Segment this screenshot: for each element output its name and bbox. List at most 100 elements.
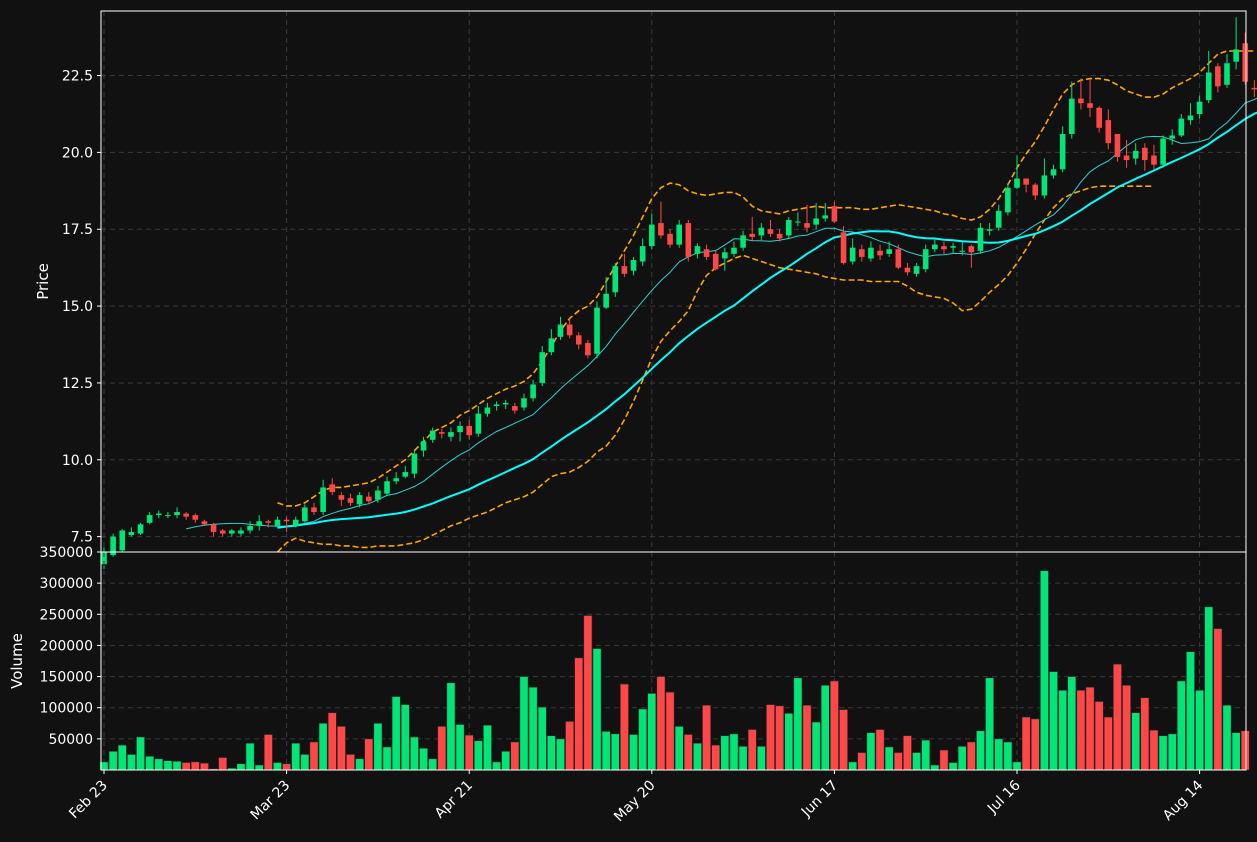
candles [101,17,1257,569]
volume-bar [163,760,173,771]
price-tick-label: 20.0 [62,145,93,161]
volume-bar [245,742,255,771]
candle-body [128,532,135,536]
candle-body [959,250,966,252]
volume-bar [875,729,885,771]
volume-bar [492,761,501,771]
candle-body [703,249,710,257]
volume-bar [391,696,401,771]
price-tick-label: 10.0 [62,453,93,469]
volume-bar [811,721,821,771]
candle-body [658,223,664,236]
volume-bar [400,704,410,771]
candle-body [685,223,692,257]
volume-bar [829,680,839,771]
candle-body [539,352,546,383]
volume-tick-label: 150000 [40,670,93,686]
candle-body [804,223,810,228]
candle-body [356,495,363,505]
candle-body [512,405,518,411]
price-tick-label: 15.0 [62,299,93,315]
candle-body [137,524,144,534]
volume-bar [775,705,785,771]
volume-bar [1103,716,1113,771]
candle-body [767,229,774,234]
price-tick-label: 12.5 [62,376,93,392]
candle-body [986,229,993,231]
volume-bar [1176,680,1186,771]
price-tick-label: 17.5 [62,222,93,238]
candle-body [603,293,609,308]
candle-body [877,250,883,256]
volume-bar [702,704,711,771]
candle-body [895,249,902,268]
candle-body [849,247,856,262]
candle-body [1169,135,1176,139]
candle-body [119,530,126,551]
candle-body [338,495,345,500]
candle-body [384,481,390,494]
volume-bar [985,677,995,771]
candle-body [1114,133,1121,158]
candle-body [347,498,354,503]
volume-bar [410,736,419,771]
candle-body [411,453,418,474]
candle-body [813,218,819,225]
volume-bar [1049,671,1058,771]
volume-bar [291,742,301,771]
volume-bar [738,746,748,771]
candle-body [676,224,682,245]
volume-bar [537,706,547,771]
volume-bar [336,726,346,771]
volume-bar [1067,676,1077,771]
volume-bar [108,751,118,771]
volume-bar [346,754,355,771]
volume-bar [1058,689,1068,771]
volume-bar [930,764,940,771]
candle-body [484,407,491,414]
volume-bar [620,683,629,771]
candle-body [1096,107,1102,128]
volume-bar [263,734,273,771]
candle-body [612,266,619,293]
volume-bar [793,677,803,771]
candle-body [749,233,756,237]
volume-bar [1195,689,1204,771]
volume-bar [674,726,684,771]
candle-body [1242,43,1249,82]
volume-bar [200,762,209,771]
volume-bar [546,735,556,771]
candle-body [1023,178,1029,185]
volume-bar [665,691,675,771]
candle-body [785,220,792,236]
candle-body [183,513,189,517]
volume-bar [857,752,867,771]
candle-body [302,507,308,522]
candle-body [868,247,874,259]
candle-body [429,430,436,440]
volume-bar [1167,733,1177,771]
candle-body [283,519,290,522]
candle-body [776,233,783,239]
upper-band-line [277,50,1255,507]
candle-body [1132,150,1139,159]
volume-bar [327,712,337,771]
candle-body [274,519,281,526]
price-tick-label: 22.5 [62,69,93,85]
volume-bar [766,704,775,771]
volume-bar [254,764,264,771]
candle-body [731,247,737,254]
candle-body [146,515,153,523]
candle-body [475,413,482,434]
volume-bar [957,746,967,771]
volume-bar [1186,651,1195,771]
candle-body [192,515,199,520]
volume-bar [501,751,511,771]
volume-bar [382,746,392,771]
volume-bar [1030,718,1040,771]
candle-body [941,246,947,250]
volume-bar [565,721,575,771]
candle-body [292,519,299,526]
volume-bar [610,733,620,771]
candle-body [1251,87,1257,90]
